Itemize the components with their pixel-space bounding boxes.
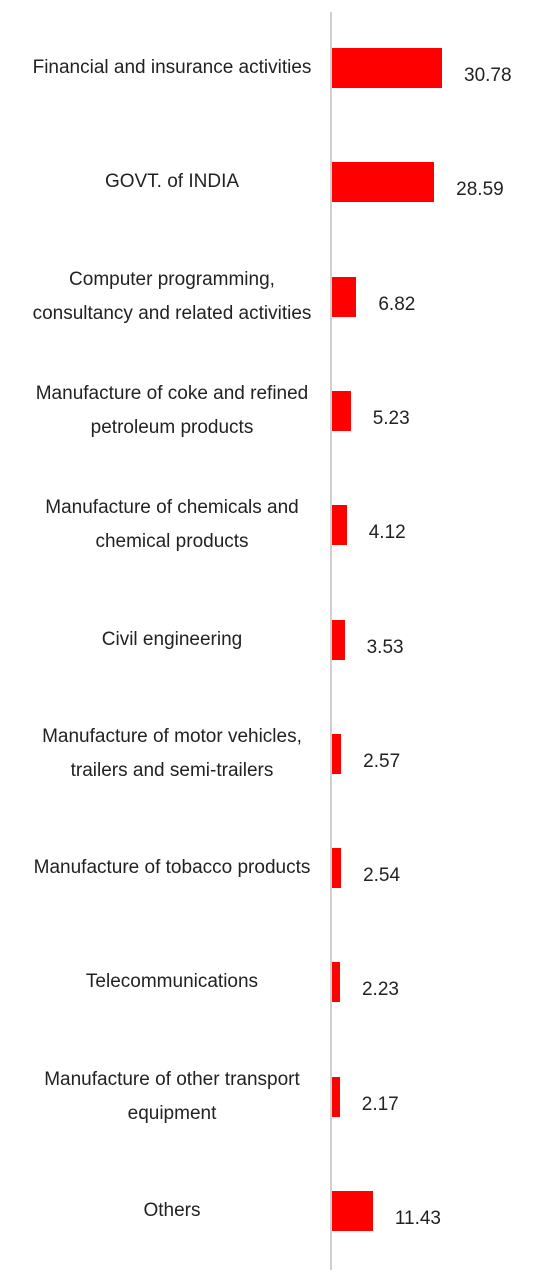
value-label: 2.54 [363, 865, 401, 887]
value-label: 6.82 [378, 293, 416, 315]
value-label: 3.53 [366, 636, 404, 658]
category-label: Civil engineering [101, 628, 243, 650]
bar [332, 962, 340, 1003]
bar [332, 390, 351, 431]
bar [332, 1191, 373, 1231]
category-label: Financial and insurance activities [32, 57, 312, 78]
value-label: 2.57 [363, 750, 401, 772]
bar [332, 162, 435, 203]
value-label: 30.78 [464, 65, 512, 86]
category-label: GOVT. of INDIA [104, 171, 240, 193]
bar [332, 276, 357, 317]
category-label: Manufacture of tobacco products [33, 857, 311, 879]
category-label: Others [143, 1200, 201, 1221]
value-label: 4.12 [368, 522, 406, 544]
bar [332, 733, 342, 774]
bar [332, 505, 347, 546]
bar [332, 619, 345, 660]
value-label: 11.43 [394, 1208, 441, 1229]
category-label: Telecommunications [85, 971, 259, 993]
category-label: Manufacture of motor vehicles, trailers … [42, 725, 302, 781]
value-label: 28.59 [456, 179, 504, 201]
category-label: Manufacture of chemicals and chemical pr… [45, 497, 299, 553]
axis-line [330, 12, 332, 1270]
category-label: Manufacture of coke and refined petroleu… [35, 382, 309, 438]
category-label: Manufacture of other transport equipment [44, 1068, 300, 1124]
category-label: Computer programming, consultancy and re… [32, 268, 312, 324]
value-label: 2.17 [361, 1093, 399, 1115]
bar [332, 1076, 340, 1117]
value-label: 2.23 [361, 979, 399, 1001]
bar [332, 48, 442, 88]
value-label: 5.23 [372, 407, 410, 429]
bar [332, 848, 342, 889]
